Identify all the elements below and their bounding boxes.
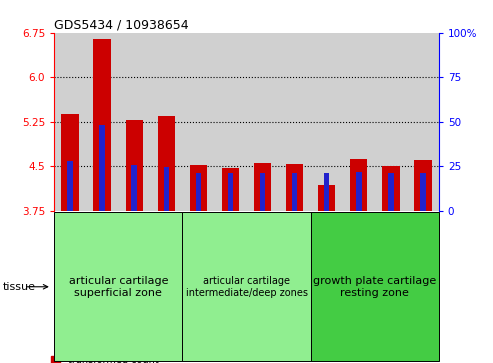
Bar [388,173,393,211]
Bar [414,160,431,211]
Bar [286,164,303,211]
Bar [350,159,367,211]
Bar [254,163,271,211]
Bar [158,116,175,211]
Bar [62,114,79,211]
Bar [182,33,214,211]
Bar [196,172,201,211]
Bar [324,173,329,211]
Bar [318,185,335,211]
Bar [228,173,233,211]
Bar [356,172,361,211]
Text: growth plate cartilage
resting zone: growth plate cartilage resting zone [313,276,436,298]
Bar [150,33,182,211]
Bar [94,38,111,211]
Bar [68,161,73,211]
Bar [100,125,105,211]
Bar [311,33,343,211]
Bar [190,165,207,211]
Legend: transformed count, percentile rank within the sample: transformed count, percentile rank withi… [51,355,233,363]
Bar [164,167,169,211]
Bar [126,120,143,211]
Bar [222,168,239,211]
Bar [382,166,399,211]
Bar [260,173,265,211]
Bar [420,172,425,211]
Bar [86,33,118,211]
Bar [279,33,311,211]
Bar [54,33,86,211]
Bar [343,33,375,211]
Bar [375,33,407,211]
Text: articular cartilage
superficial zone: articular cartilage superficial zone [69,276,168,298]
Bar [407,33,439,211]
Bar [118,33,150,211]
Bar [214,33,246,211]
Text: GDS5434 / 10938654: GDS5434 / 10938654 [54,19,189,32]
Bar [132,165,137,211]
Text: articular cartilage
intermediate/deep zones: articular cartilage intermediate/deep zo… [185,276,308,298]
Bar [246,33,279,211]
Text: tissue: tissue [2,282,35,292]
Bar [292,173,297,211]
